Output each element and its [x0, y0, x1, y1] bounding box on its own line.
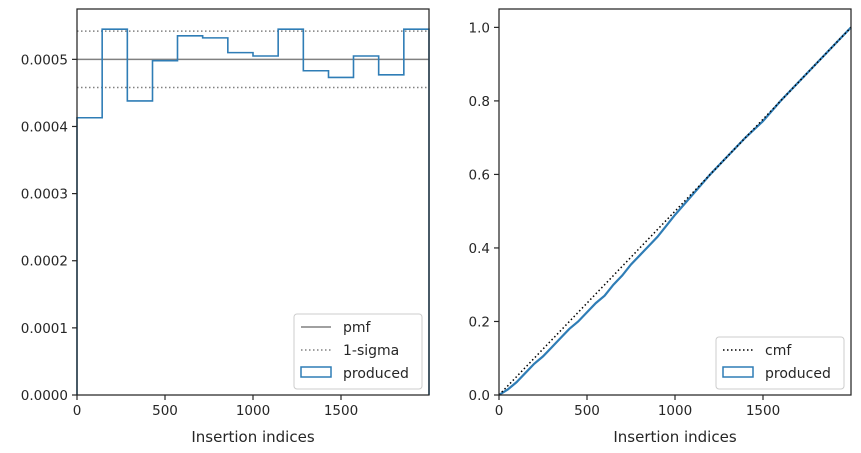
- produced-cdf-line: [498, 26, 852, 396]
- left-x-tick-label: 1500: [324, 403, 358, 419]
- right-legend: cmf produced: [715, 336, 845, 390]
- legend-produced-label: produced: [343, 366, 409, 382]
- left-y-tick-label: 0.0000: [21, 388, 68, 404]
- right-x-tick-label: 500: [574, 403, 600, 419]
- legend-cmf-label: cmf: [765, 343, 792, 359]
- left-x-axis-ticks: 0 500 1000 1500: [73, 395, 358, 419]
- right-plot-background: [499, 9, 851, 395]
- left-x-axis-label: Insertion indices: [191, 428, 314, 446]
- legend-sigma-label: 1-sigma: [343, 343, 399, 359]
- right-y-tick-label: 1.0: [469, 20, 490, 36]
- right-y-tick-label: 0.8: [469, 94, 490, 110]
- left-y-tick-label: 0.0005: [21, 52, 68, 68]
- legend-pmf-label: pmf: [343, 320, 372, 336]
- cmf-line: [498, 26, 852, 396]
- pmf-histogram-panel: 0 500 1000 1500 0.00000.00010.00020.00030.0…: [21, 8, 430, 446]
- left-y-tick-label: 0.0004: [21, 119, 68, 135]
- legend-produced-swatch: [300, 366, 332, 378]
- produced-step-histogram: [76, 28, 430, 395]
- left-legend: pmf 1-sigma produced: [293, 313, 423, 390]
- right-x-tick-label: 1500: [746, 403, 780, 419]
- right-x-axis-ticks: 0 500 1000 1500: [495, 395, 780, 419]
- left-y-tick-label: 0.0001: [21, 321, 68, 337]
- left-y-tick-label: 0.0002: [21, 254, 68, 270]
- right-plot-marks: [498, 26, 852, 396]
- right-y-tick-label: 0.4: [469, 241, 490, 257]
- right-x-axis-label: Insertion indices: [613, 428, 736, 446]
- left-x-tick-label: 1000: [236, 403, 270, 419]
- right-y-axis-ticks: 0.0 0.2 0.4 0.6 0.8 1.0: [469, 20, 499, 404]
- legend-produced-swatch-right: [722, 366, 754, 378]
- right-y-tick-label: 0.6: [469, 167, 490, 183]
- left-legend-box: [293, 313, 423, 390]
- cmf-panel: 0 500 1000 1500 0.0 0.2 0.4 0.6 0.8 1.0 Insertio…: [469, 8, 852, 446]
- right-y-tick-label: 0.2: [469, 314, 490, 330]
- right-x-tick-label: 1000: [658, 403, 692, 419]
- left-x-tick-label: 500: [152, 403, 178, 419]
- left-plot-marks: [76, 28, 430, 395]
- left-y-axis-ticks: 0.0000 0.0001 0.0002 0.0003 0.0004 0.0005: [21, 52, 77, 404]
- left-x-tick-label: 0: [73, 403, 82, 419]
- right-y-tick-label: 0.0: [469, 388, 490, 404]
- legend-produced-label-right: produced: [765, 366, 831, 382]
- left-y-tick-label: 0.0003: [21, 187, 68, 203]
- right-x-tick-label: 0: [495, 403, 504, 419]
